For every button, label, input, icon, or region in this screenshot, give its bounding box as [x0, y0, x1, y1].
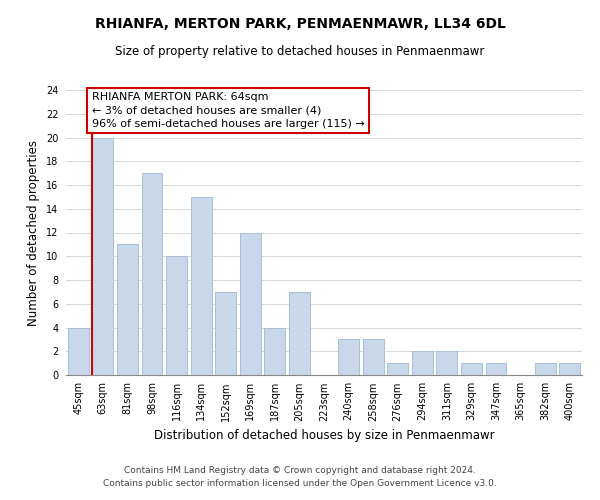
- Bar: [461, 363, 482, 375]
- Bar: [166, 256, 187, 375]
- Bar: [68, 328, 89, 375]
- Y-axis label: Number of detached properties: Number of detached properties: [28, 140, 40, 326]
- Bar: [485, 363, 506, 375]
- Bar: [436, 351, 457, 375]
- Bar: [338, 340, 359, 375]
- Bar: [215, 292, 236, 375]
- Bar: [387, 363, 408, 375]
- Text: RHIANFA MERTON PARK: 64sqm
← 3% of detached houses are smaller (4)
96% of semi-d: RHIANFA MERTON PARK: 64sqm ← 3% of detac…: [92, 92, 365, 129]
- Bar: [559, 363, 580, 375]
- Bar: [240, 232, 261, 375]
- Text: RHIANFA, MERTON PARK, PENMAENMAWR, LL34 6DL: RHIANFA, MERTON PARK, PENMAENMAWR, LL34 …: [95, 18, 505, 32]
- Text: Size of property relative to detached houses in Penmaenmawr: Size of property relative to detached ho…: [115, 45, 485, 58]
- Bar: [412, 351, 433, 375]
- Bar: [289, 292, 310, 375]
- X-axis label: Distribution of detached houses by size in Penmaenmawr: Distribution of detached houses by size …: [154, 429, 494, 442]
- Bar: [92, 138, 113, 375]
- Bar: [362, 340, 383, 375]
- Bar: [117, 244, 138, 375]
- Text: Contains HM Land Registry data © Crown copyright and database right 2024.
Contai: Contains HM Land Registry data © Crown c…: [103, 466, 497, 487]
- Bar: [191, 197, 212, 375]
- Bar: [142, 173, 163, 375]
- Bar: [265, 328, 286, 375]
- Bar: [535, 363, 556, 375]
